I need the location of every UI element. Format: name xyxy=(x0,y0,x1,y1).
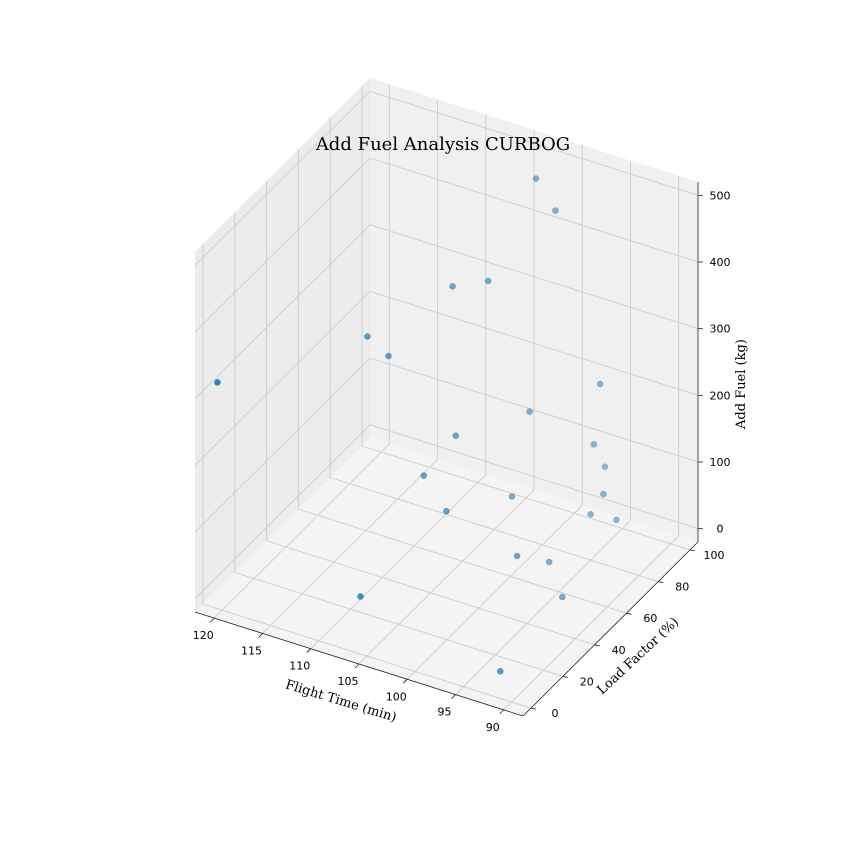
data-point xyxy=(532,175,540,182)
data-point xyxy=(613,516,620,524)
z-axis-label: Add Fuel (kg) xyxy=(734,339,749,430)
tick-labels: 120 115 110 105 100 95 90 0 20 40 60 80 100 0 100 200 30… xyxy=(193,189,731,734)
x-tick-mark xyxy=(354,663,360,669)
data-point xyxy=(513,552,521,560)
grid-line-x-floor xyxy=(262,459,438,634)
x-tick-mark xyxy=(306,648,312,653)
x-tick-mark xyxy=(210,617,215,623)
data-point xyxy=(526,408,533,415)
grid-line-x-floor xyxy=(310,474,487,650)
x-tick-label: 95 xyxy=(437,706,451,719)
grid-line-z-back xyxy=(194,224,371,399)
grid-line-z-side xyxy=(369,157,699,263)
x-tick-label: 110 xyxy=(289,660,310,673)
data-point xyxy=(508,493,516,500)
x-tick-mark xyxy=(258,633,263,638)
data-point xyxy=(452,432,460,439)
z-tick-label: 0 xyxy=(717,523,724,536)
grid-line-y-floor xyxy=(266,540,595,646)
data-point xyxy=(552,207,559,214)
x-tick-label: 90 xyxy=(486,721,500,734)
y-tick-label: 80 xyxy=(675,581,689,594)
y-tick-label: 40 xyxy=(612,644,626,657)
grid-line-y-floor xyxy=(298,508,627,614)
data-point xyxy=(497,668,504,675)
y-tick-mark xyxy=(689,549,696,552)
grid-line-y-floor xyxy=(202,603,532,709)
z-tick-label: 500 xyxy=(710,189,731,202)
y-tick-mark xyxy=(530,707,537,710)
data-point xyxy=(590,441,598,448)
x-tick-mark xyxy=(402,679,408,684)
data-point xyxy=(587,511,594,518)
grid-line-z-back xyxy=(194,424,371,599)
grid-line-z-side xyxy=(369,424,699,530)
y-tick-mark xyxy=(594,644,600,647)
data-point xyxy=(449,283,456,290)
y-tick-label: 100 xyxy=(704,549,725,562)
data-point xyxy=(484,277,492,285)
z-tick-label: 400 xyxy=(710,256,731,269)
x-tick-label: 100 xyxy=(386,690,407,703)
axis-panes xyxy=(195,78,698,716)
data-point xyxy=(443,507,450,515)
z-tick-label: 100 xyxy=(710,456,731,469)
data-point xyxy=(214,379,221,386)
data-points xyxy=(214,175,620,675)
grid-lines xyxy=(194,84,699,711)
x-tick-label: 120 xyxy=(193,629,214,642)
y-axis-line xyxy=(522,541,699,717)
grid-line-z-back xyxy=(194,91,371,266)
grid-line-z-back xyxy=(194,291,371,466)
y-tick-label: 20 xyxy=(580,675,594,688)
grid-line-y-floor xyxy=(234,572,563,677)
data-point xyxy=(559,593,566,601)
x-tick-label: 115 xyxy=(241,644,262,657)
grid-line-z-side xyxy=(369,357,699,463)
y-tick-mark xyxy=(626,612,632,615)
x-tick-mark xyxy=(451,694,456,699)
grid-line-z-side xyxy=(369,224,699,330)
data-point xyxy=(420,472,428,479)
grid-line-z-side xyxy=(369,290,699,396)
z-tick-label: 200 xyxy=(710,389,731,402)
x-tick-mark xyxy=(499,709,504,715)
data-point xyxy=(364,333,371,340)
data-point xyxy=(357,593,364,600)
y-tick-label: 0 xyxy=(551,707,558,720)
grid-line-x-floor xyxy=(358,489,535,665)
grid-line-z-back xyxy=(194,357,371,533)
grid-line-y-floor xyxy=(361,445,691,551)
data-point xyxy=(601,463,609,470)
grid-line-z-side xyxy=(369,90,699,196)
data-point xyxy=(596,380,604,388)
data-point xyxy=(545,558,553,566)
back-pane xyxy=(195,78,370,612)
grid-line-x-floor xyxy=(213,443,390,619)
data-point xyxy=(385,352,392,360)
y-tick-mark xyxy=(562,676,568,678)
z-tick-label: 300 xyxy=(710,323,731,336)
y-tick-label: 60 xyxy=(643,612,657,625)
x-tick-label: 105 xyxy=(338,675,359,688)
data-point xyxy=(600,490,607,498)
grid-line-x-floor xyxy=(503,535,680,711)
grid-line-x-floor xyxy=(406,504,583,680)
y-tick-mark xyxy=(658,581,664,583)
chart-title: Add Fuel Analysis CURBOG xyxy=(315,134,570,155)
grid-line-z-back xyxy=(194,157,371,333)
grid-line-y-floor xyxy=(330,477,659,582)
grid-line-x-floor xyxy=(455,520,631,695)
